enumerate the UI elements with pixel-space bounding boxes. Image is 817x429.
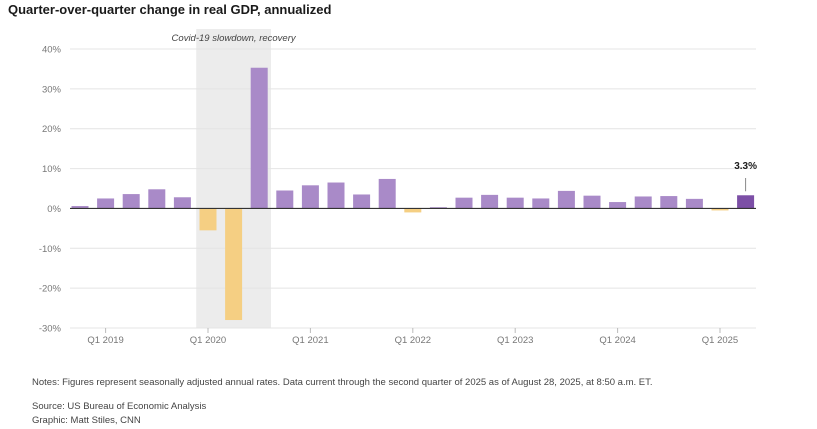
bar-21 <box>609 202 627 209</box>
x-tick-label: Q1 2025 <box>702 335 738 346</box>
bar-23 <box>660 196 678 209</box>
x-tick-label: Q1 2024 <box>599 335 635 346</box>
x-tick-label: Q1 2019 <box>87 335 123 346</box>
y-tick-label: -10% <box>39 244 62 255</box>
bar-13 <box>404 208 422 213</box>
bar-18 <box>532 198 550 209</box>
x-tick-label: Q1 2021 <box>292 335 328 346</box>
bar-4 <box>173 197 191 209</box>
y-tick-label: 10% <box>42 164 62 175</box>
bar-3 <box>148 189 166 209</box>
callout-label: 3.3% <box>734 161 757 172</box>
y-tick-label: 20% <box>42 124 62 135</box>
bar-16 <box>481 194 499 209</box>
y-tick-label: 40% <box>42 45 62 56</box>
bar-17 <box>506 197 524 209</box>
y-tick-label: -20% <box>39 284 62 295</box>
bar-10 <box>327 182 345 209</box>
y-tick-label: 0% <box>47 204 61 215</box>
bar-26 <box>737 195 755 209</box>
bar-11 <box>353 194 371 209</box>
bar-8 <box>276 190 294 209</box>
bar-15 <box>455 197 473 209</box>
bar-2 <box>122 194 140 209</box>
bar-25 <box>711 208 729 211</box>
x-tick-label: Q1 2023 <box>497 335 533 346</box>
covid-highlight-label: Covid-19 slowdown, recovery <box>172 33 297 44</box>
bar-7 <box>250 67 268 209</box>
gdp-bar-chart: Covid-19 slowdown, recovery 40% 30% 20% 10% 0… <box>39 29 757 346</box>
bar-20 <box>583 195 601 209</box>
bar-22 <box>634 196 652 209</box>
bar-1 <box>97 198 115 209</box>
bar-19 <box>557 190 575 209</box>
y-tick-label: -30% <box>39 324 62 335</box>
bar-24 <box>685 198 703 209</box>
y-tick-label: 30% <box>42 84 62 95</box>
x-tick-label: Q1 2020 <box>190 335 226 346</box>
chart-notes: Notes: Figures represent seasonally adju… <box>32 377 653 388</box>
x-tick-label: Q1 2022 <box>395 335 431 346</box>
chart-credit: Graphic: Matt Stiles, CNN <box>32 415 141 426</box>
chart-title: Quarter-over-quarter change in real GDP,… <box>8 2 332 17</box>
chart-source: Source: US Bureau of Economic Analysis <box>32 401 207 412</box>
bar-0 <box>71 206 89 209</box>
bar-12 <box>378 178 396 209</box>
bar-6 <box>225 208 243 321</box>
bar-5 <box>199 208 217 231</box>
bar-9 <box>301 185 319 209</box>
